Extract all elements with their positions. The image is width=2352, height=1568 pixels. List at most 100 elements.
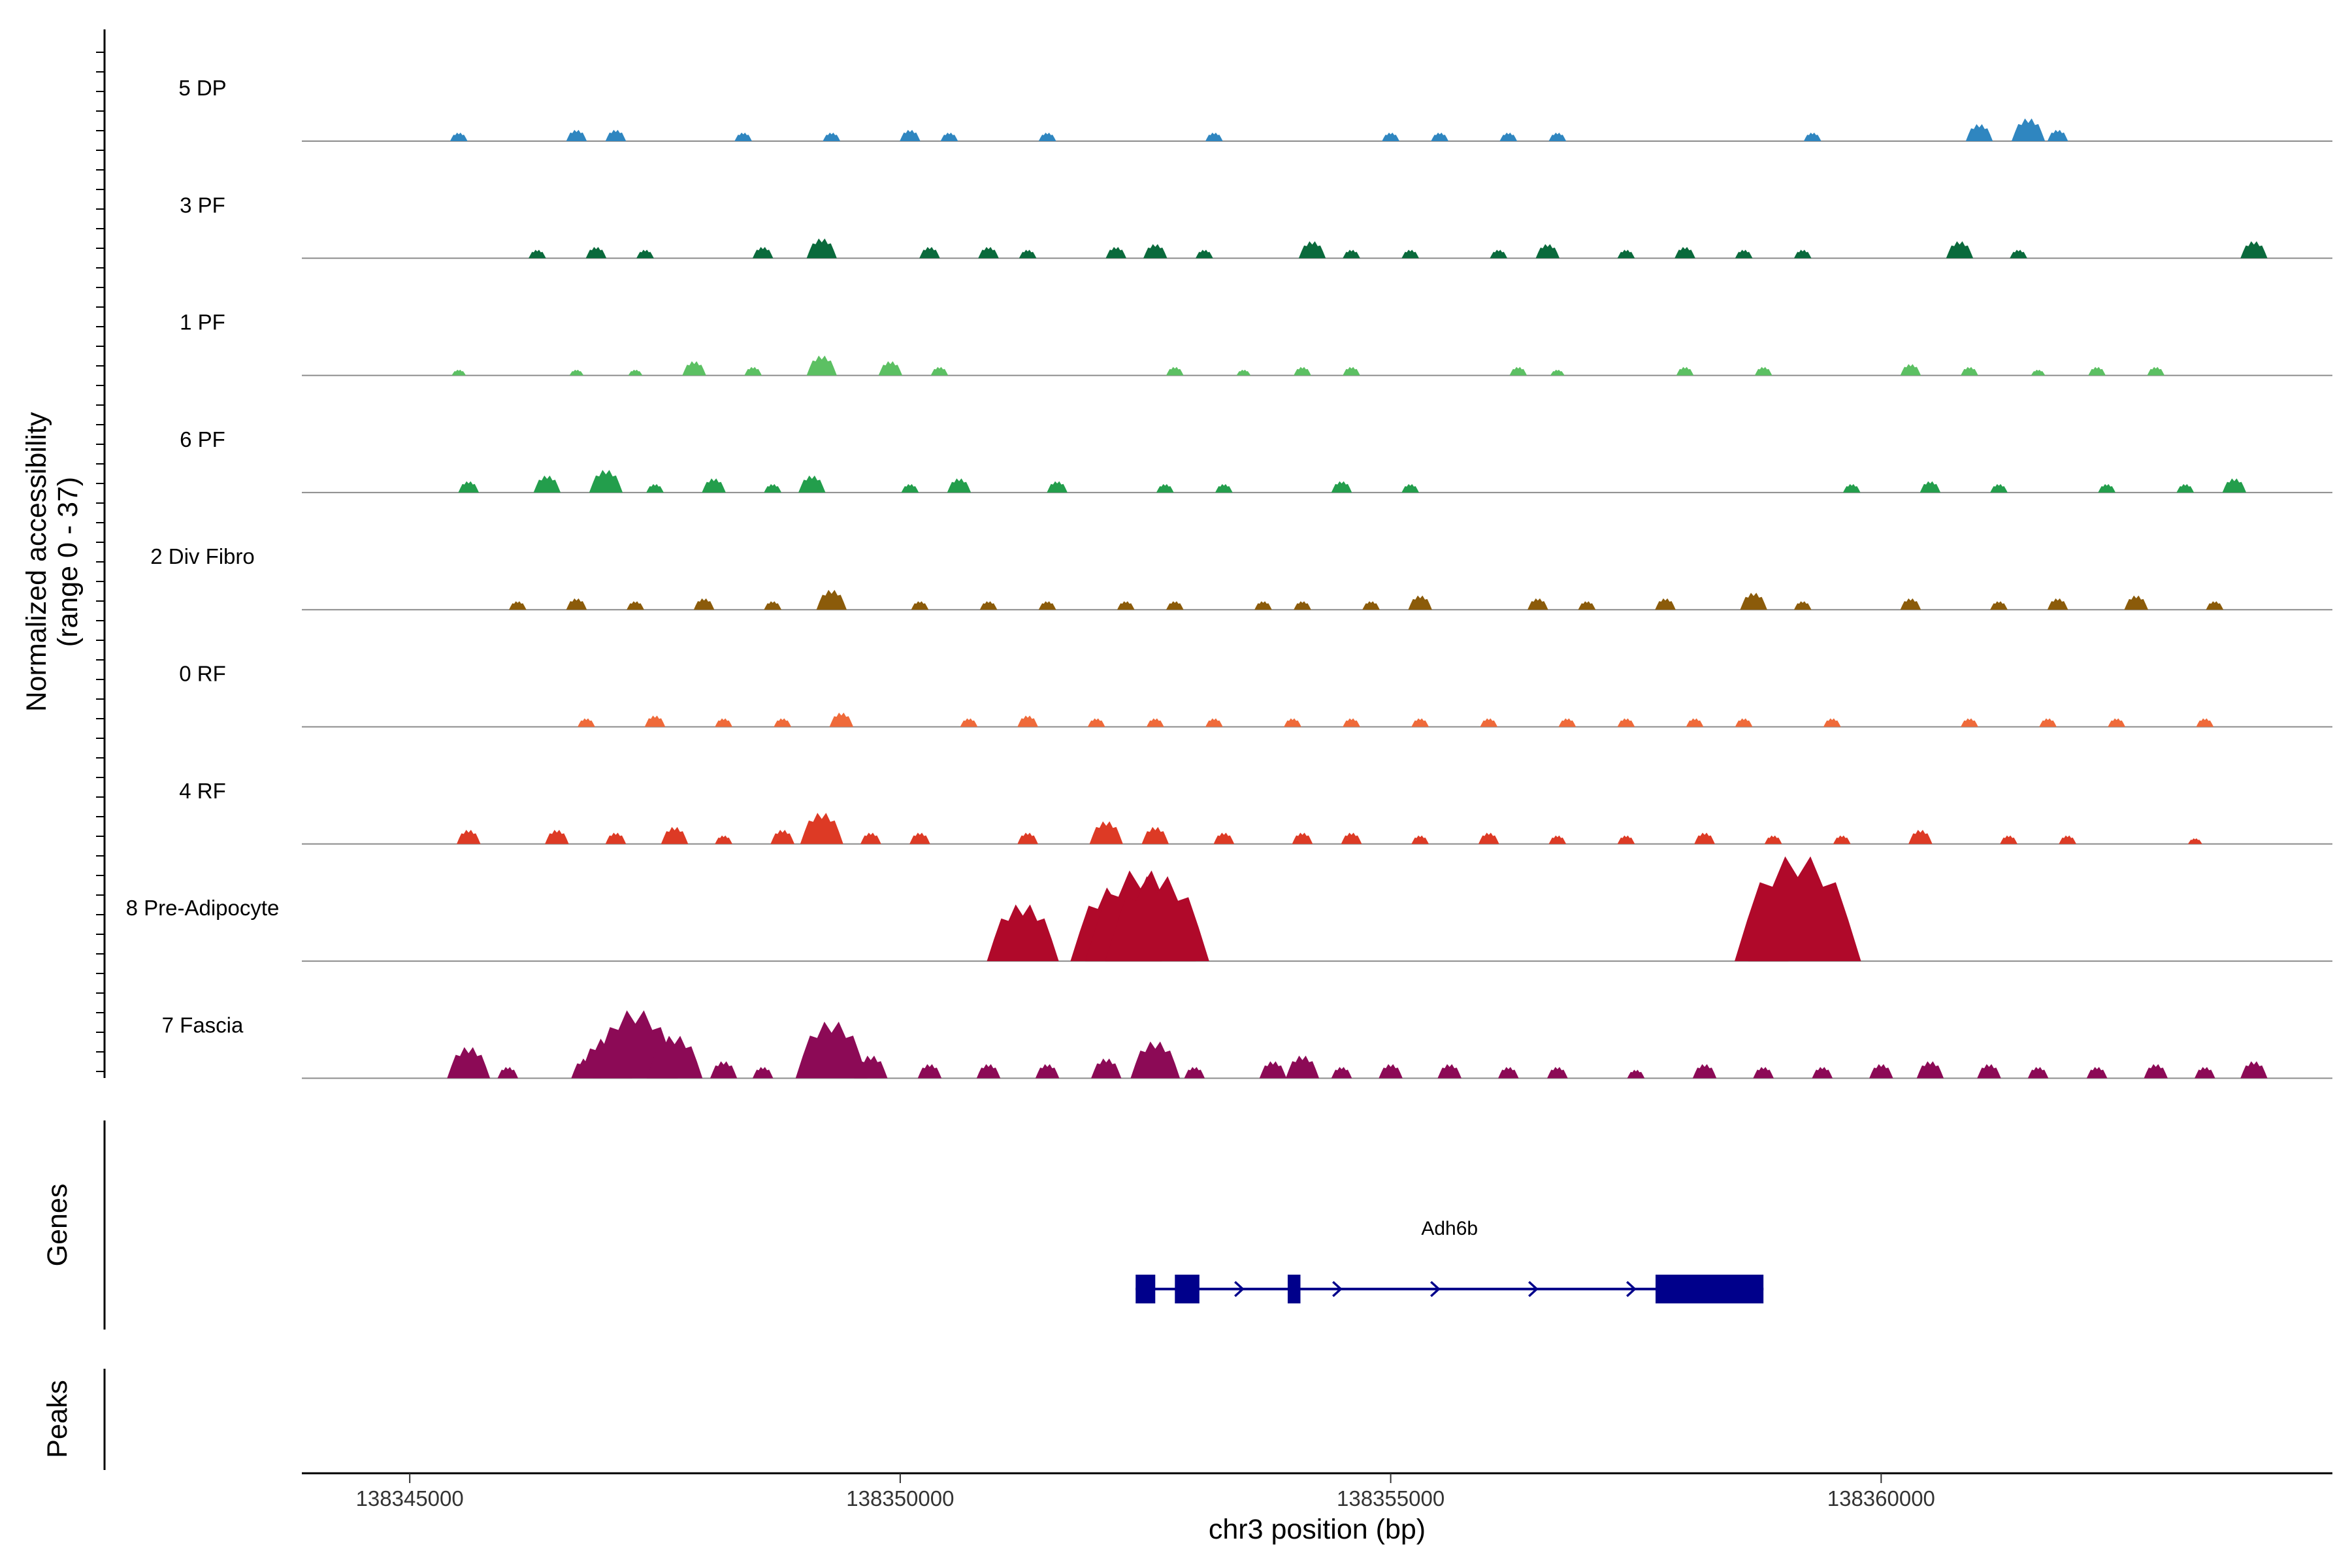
coverage-peak [1694, 832, 1715, 844]
track-label: 2 Div Fibro [150, 544, 255, 568]
x-tick-label: 138350000 [846, 1486, 954, 1511]
coverage-peak [1692, 1064, 1717, 1079]
coverage-peak [979, 601, 998, 610]
coverage-peak [1019, 250, 1037, 259]
coverage-peak [1527, 598, 1548, 610]
coverage-peak [940, 133, 958, 141]
coverage-peak [2031, 369, 2046, 376]
coverage-peak [1558, 718, 1576, 727]
track-label: 5 DP [178, 76, 226, 100]
strand-arrow [1430, 1281, 1441, 1298]
coverage-peak [2222, 478, 2247, 493]
gene-exon [1656, 1275, 1764, 1303]
coverage-peak [1754, 367, 1772, 376]
track-label: 4 RF [179, 779, 226, 803]
coverage-peak [978, 247, 999, 259]
coverage-peak [1908, 830, 1933, 844]
coverage-peak [1437, 1064, 1462, 1079]
coverage-peak [2176, 483, 2195, 493]
coverage-peak [2206, 601, 2224, 610]
coverage-peak [1478, 832, 1499, 844]
coverage-peak [2047, 129, 2068, 141]
coverage-peak [1977, 1064, 2001, 1079]
coverage-peak [1499, 133, 1518, 141]
coverage-peak [909, 832, 930, 844]
coverage-peak [816, 589, 847, 610]
coverage-peak [1285, 1055, 1320, 1079]
coverage-peak [1617, 718, 1635, 727]
coverage-peak [806, 238, 837, 259]
coverage-peak [1017, 832, 1038, 844]
gene-exon [1287, 1275, 1301, 1303]
coverage-peak [646, 1036, 703, 1079]
coverage-peak [589, 470, 623, 493]
coverage-peak [1812, 1067, 1833, 1079]
coverage-peak [1105, 247, 1126, 259]
coverage-peak [1382, 133, 1399, 141]
track-label: 8 Pre-Adipocyte [126, 896, 280, 920]
coverage-peak [806, 355, 837, 376]
coverage-peak [1298, 241, 1326, 259]
coverage-peak [798, 475, 826, 493]
coverage-peak [770, 830, 794, 844]
coverage-peak [1735, 718, 1753, 727]
coverage-peak [764, 601, 782, 610]
coverage-peak [976, 1064, 1001, 1079]
coverage-peak [1916, 1061, 1944, 1079]
track-1-pf: 1 PF [180, 310, 2332, 376]
coverage-peak [1156, 483, 1174, 493]
coverage-peak [1617, 250, 1635, 259]
coverage-peak [1411, 718, 1429, 727]
track-8-pre-adipocyte: 8 Pre-Adipocyte [126, 856, 2332, 962]
coverage-peak [661, 826, 689, 844]
coverage-peak [774, 718, 792, 727]
coverage-peak [1254, 601, 1272, 610]
coverage-peak [702, 478, 726, 493]
coverage-peak [752, 1067, 774, 1079]
coverage-peak [2240, 1061, 2268, 1079]
coverage-peak [1627, 1070, 1645, 1079]
coverage-peak [569, 369, 584, 376]
genes-panel-label: Genes [42, 1184, 73, 1267]
coverage-peak [1117, 601, 1135, 610]
coverage-peak [529, 250, 546, 259]
coverage-peak [1146, 718, 1164, 727]
coverage-peak [1343, 250, 1360, 259]
track-label: 6 PF [180, 427, 225, 451]
coverage-peak [1490, 250, 1508, 259]
coverage-peak [1236, 369, 1251, 376]
coverage-peak [919, 247, 940, 259]
coverage-peak [1617, 835, 1635, 844]
coverage-peak [1379, 1064, 1403, 1079]
coverage-peak [2059, 835, 2076, 844]
coverage-peak [2108, 718, 2125, 727]
coverage-peak [1655, 598, 1676, 610]
coverage-peak [1946, 241, 1974, 259]
coverage-peak [1764, 835, 1782, 844]
coverage-peak [1259, 1061, 1287, 1079]
coverage-peak [1331, 1067, 1352, 1079]
coverage-peak [1803, 133, 1821, 141]
coverage-peak [1038, 133, 1056, 141]
strand-arrow [1332, 1281, 1343, 1298]
track-label: 1 PF [180, 310, 225, 335]
coverage-peak [449, 133, 468, 141]
x-axis-title: chr3 position (bp) [1209, 1514, 1426, 1545]
coverage-peak [2240, 241, 2268, 259]
x-tick-label: 138360000 [1827, 1486, 1935, 1511]
coverage-peak [2196, 718, 2214, 727]
coverage-peak [447, 1047, 491, 1079]
coverage-peak [628, 369, 643, 376]
coverage-peak [987, 904, 1059, 962]
track-5-dp: 5 DP [178, 76, 2332, 142]
coverage-peak [2086, 1067, 2108, 1079]
coverage-peak [1141, 826, 1169, 844]
coverage-peak [1184, 1067, 1205, 1079]
y-axis-ticks [96, 52, 105, 1072]
coverage-peak [605, 129, 627, 141]
coverage-peak [878, 361, 903, 376]
coverage-peak [1900, 598, 1921, 610]
coverage-peak [1793, 250, 1812, 259]
coverage-peak [566, 598, 587, 610]
